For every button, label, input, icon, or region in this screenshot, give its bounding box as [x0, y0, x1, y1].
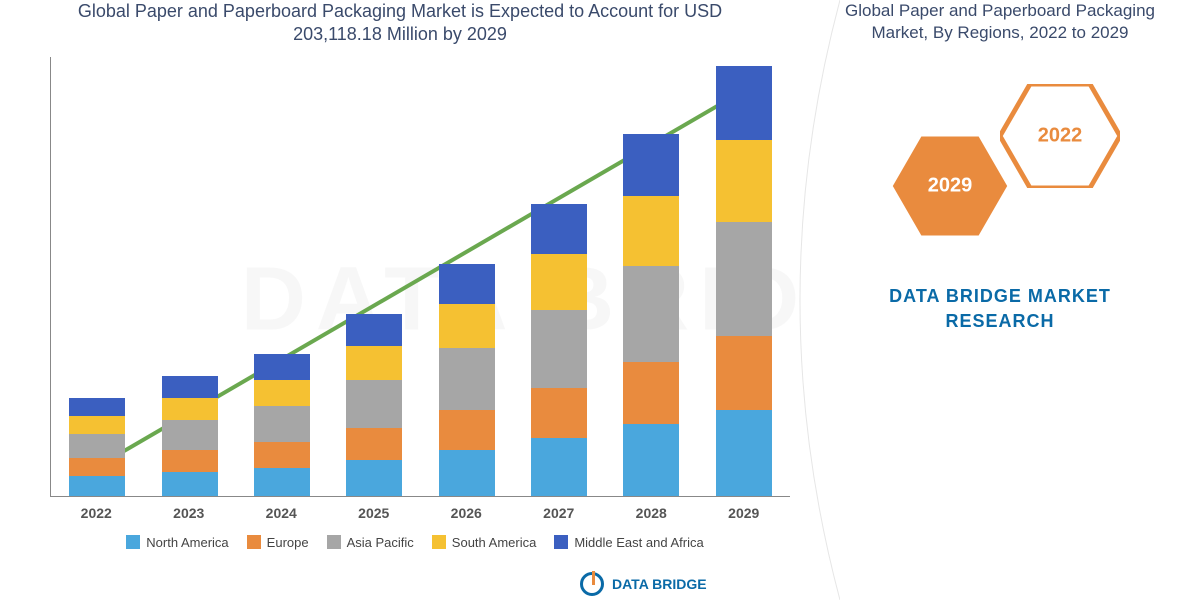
- x-axis-label: 2025: [346, 505, 402, 521]
- bar-segment: [69, 458, 125, 476]
- bar-segment: [439, 410, 495, 450]
- chart-legend: North America Europe Asia Pacific South Ame…: [30, 535, 800, 550]
- brand-line-1: DATA BRIDGE MARKET: [830, 284, 1170, 309]
- right-panel-title: Global Paper and Paperboard Packaging Ma…: [830, 0, 1170, 44]
- legend-swatch-icon: [247, 535, 261, 549]
- bar-segment: [254, 406, 310, 442]
- bar-segment: [623, 196, 679, 266]
- legend-item: North America: [126, 535, 228, 550]
- bar-segment: [531, 254, 587, 310]
- x-axis-label: 2028: [623, 505, 679, 521]
- bar-segment: [623, 134, 679, 196]
- bar-segment: [623, 424, 679, 496]
- legend-swatch-icon: [432, 535, 446, 549]
- bar-segment: [346, 314, 402, 346]
- hexagon-2029: 2029: [890, 134, 1010, 238]
- legend-label: Middle East and Africa: [574, 535, 703, 550]
- brand-name: DATA BRIDGE MARKET RESEARCH: [830, 284, 1170, 334]
- legend-label: South America: [452, 535, 537, 550]
- legend-label: North America: [146, 535, 228, 550]
- chart-area: [50, 57, 790, 497]
- hexagon-graphic: 2029 2022: [830, 74, 1170, 274]
- legend-label: Asia Pacific: [347, 535, 414, 550]
- hexagon-label: 2029: [928, 175, 973, 198]
- x-axis-label: 2027: [531, 505, 587, 521]
- bar-segment: [531, 310, 587, 388]
- footer-logo: DATA BRIDGE: [580, 572, 707, 596]
- bar-segment: [439, 450, 495, 496]
- x-axis-label: 2023: [161, 505, 217, 521]
- bar-segment: [69, 476, 125, 496]
- bar-segment: [346, 428, 402, 460]
- brand-line-2: RESEARCH: [830, 309, 1170, 334]
- legend-item: Middle East and Africa: [554, 535, 703, 550]
- bar-segment: [254, 380, 310, 406]
- logo-mark-icon: [580, 572, 604, 596]
- bar-2022: [69, 398, 125, 496]
- legend-label: Europe: [267, 535, 309, 550]
- bar-segment: [162, 472, 218, 496]
- legend-swatch-icon: [554, 535, 568, 549]
- bar-segment: [531, 388, 587, 438]
- bar-segment: [162, 420, 218, 450]
- x-axis-label: 2026: [438, 505, 494, 521]
- bar-segment: [69, 434, 125, 458]
- legend-item: Europe: [247, 535, 309, 550]
- bar-segment: [69, 416, 125, 434]
- bar-segment: [346, 380, 402, 428]
- bar-segment: [69, 398, 125, 416]
- legend-swatch-icon: [327, 535, 341, 549]
- bar-segment: [439, 264, 495, 304]
- legend-swatch-icon: [126, 535, 140, 549]
- bar-segment: [531, 438, 587, 496]
- bar-2023: [162, 376, 218, 496]
- bar-2026: [439, 264, 495, 496]
- bar-segment: [254, 442, 310, 468]
- x-axis-labels: 20222023202420252026202720282029: [50, 497, 790, 521]
- bar-2028: [623, 134, 679, 496]
- bar-segment: [162, 398, 218, 420]
- left-panel: Global Paper and Paperboard Packaging Ma…: [0, 0, 800, 600]
- bar-segment: [439, 348, 495, 410]
- bar-2027: [531, 204, 587, 496]
- x-axis-label: 2024: [253, 505, 309, 521]
- chart-title: Global Paper and Paperboard Packaging Ma…: [0, 0, 800, 57]
- hexagon-label: 2022: [1038, 125, 1083, 148]
- bar-segment: [346, 346, 402, 380]
- bar-segment: [162, 450, 218, 472]
- legend-item: Asia Pacific: [327, 535, 414, 550]
- bar-segment: [254, 468, 310, 496]
- hexagon-2022: 2022: [1000, 84, 1120, 188]
- bar-segment: [346, 460, 402, 496]
- bar-2024: [254, 354, 310, 496]
- footer-logo-text: DATA BRIDGE: [612, 576, 707, 592]
- legend-item: South America: [432, 535, 537, 550]
- bar-segment: [531, 204, 587, 254]
- bars-container: [51, 57, 790, 496]
- bar-2025: [346, 314, 402, 496]
- panel-divider-curve: [760, 0, 840, 600]
- bar-segment: [623, 362, 679, 424]
- right-panel: Global Paper and Paperboard Packaging Ma…: [800, 0, 1200, 600]
- bar-segment: [162, 376, 218, 398]
- bar-segment: [254, 354, 310, 380]
- bar-segment: [439, 304, 495, 348]
- bar-segment: [623, 266, 679, 362]
- x-axis-label: 2022: [68, 505, 124, 521]
